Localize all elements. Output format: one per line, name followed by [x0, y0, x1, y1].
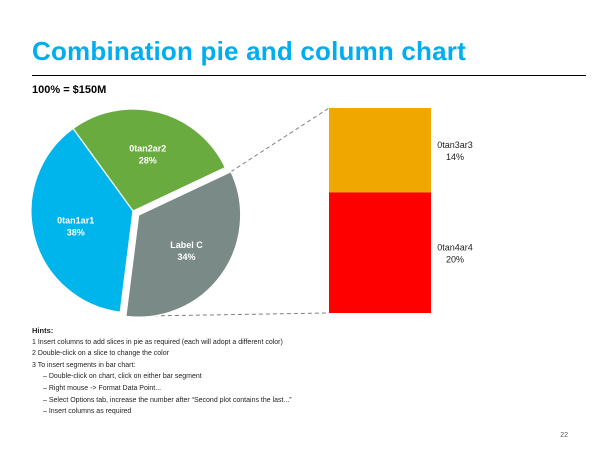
hint-line: – Double-click on chart, click on either…: [43, 373, 202, 381]
page-title: Combination pie and column chart: [32, 36, 466, 66]
stacked-column: 0tan3ar3 14% 0tan4ar4 20%: [329, 108, 473, 313]
hint-line: – Select Options tab, increase the numbe…: [43, 396, 292, 404]
pie-slice: [30, 127, 134, 313]
pie-slice-value: 38%: [67, 228, 85, 238]
pie-slice-value: 28%: [139, 156, 157, 166]
hint-line: – Right mouse -> Format Data Point...: [43, 384, 162, 392]
hint-line: 3 To insert segments in bar chart:: [32, 361, 136, 369]
connector-lines: [125, 107, 330, 317]
hints-list: 1 Insert columns to add slices in pie as…: [32, 337, 552, 418]
hint-line: 2 Double-click on a slice to change the …: [32, 350, 169, 358]
column-segment-label: 0tan3ar3: [437, 140, 473, 150]
chart-subtitle: 100% = $150M: [32, 84, 107, 96]
hint-line: 1 Insert columns to add slices in pie as…: [32, 338, 283, 346]
hints-panel: Hints: 1 Insert columns to add slices in…: [32, 325, 552, 418]
column-segment: [329, 192, 431, 313]
connector-line-bottom: [125, 312, 330, 317]
page-number: 22: [560, 432, 568, 439]
connector-line-top: [230, 107, 330, 173]
pie-slice-label: Label C: [170, 240, 203, 250]
pie-slice: [72, 108, 227, 212]
title-divider: [32, 75, 586, 76]
hints-title: Hints:: [32, 326, 54, 335]
column-segment-value: 14%: [446, 152, 464, 162]
column-segment: [329, 108, 431, 193]
pie-slice-value: 34%: [178, 252, 196, 262]
bar-of-pie-chart: 0tan2ar2 28% Label C 34% 0tan1ar1 38% 0tan3ar…: [30, 107, 473, 318]
pie-slice-label: 0tan1ar1: [57, 216, 94, 226]
hint-line: – Insert columns as required: [43, 408, 132, 416]
column-segment-label: 0tan4ar4: [437, 243, 473, 253]
pie-slice-label: 0tan2ar2: [129, 144, 166, 154]
pie-chart: 0tan2ar2 28% Label C 34% 0tan1ar1 38%: [30, 108, 242, 318]
column-segment-value: 20%: [446, 255, 464, 265]
pie-slice: [125, 170, 242, 318]
